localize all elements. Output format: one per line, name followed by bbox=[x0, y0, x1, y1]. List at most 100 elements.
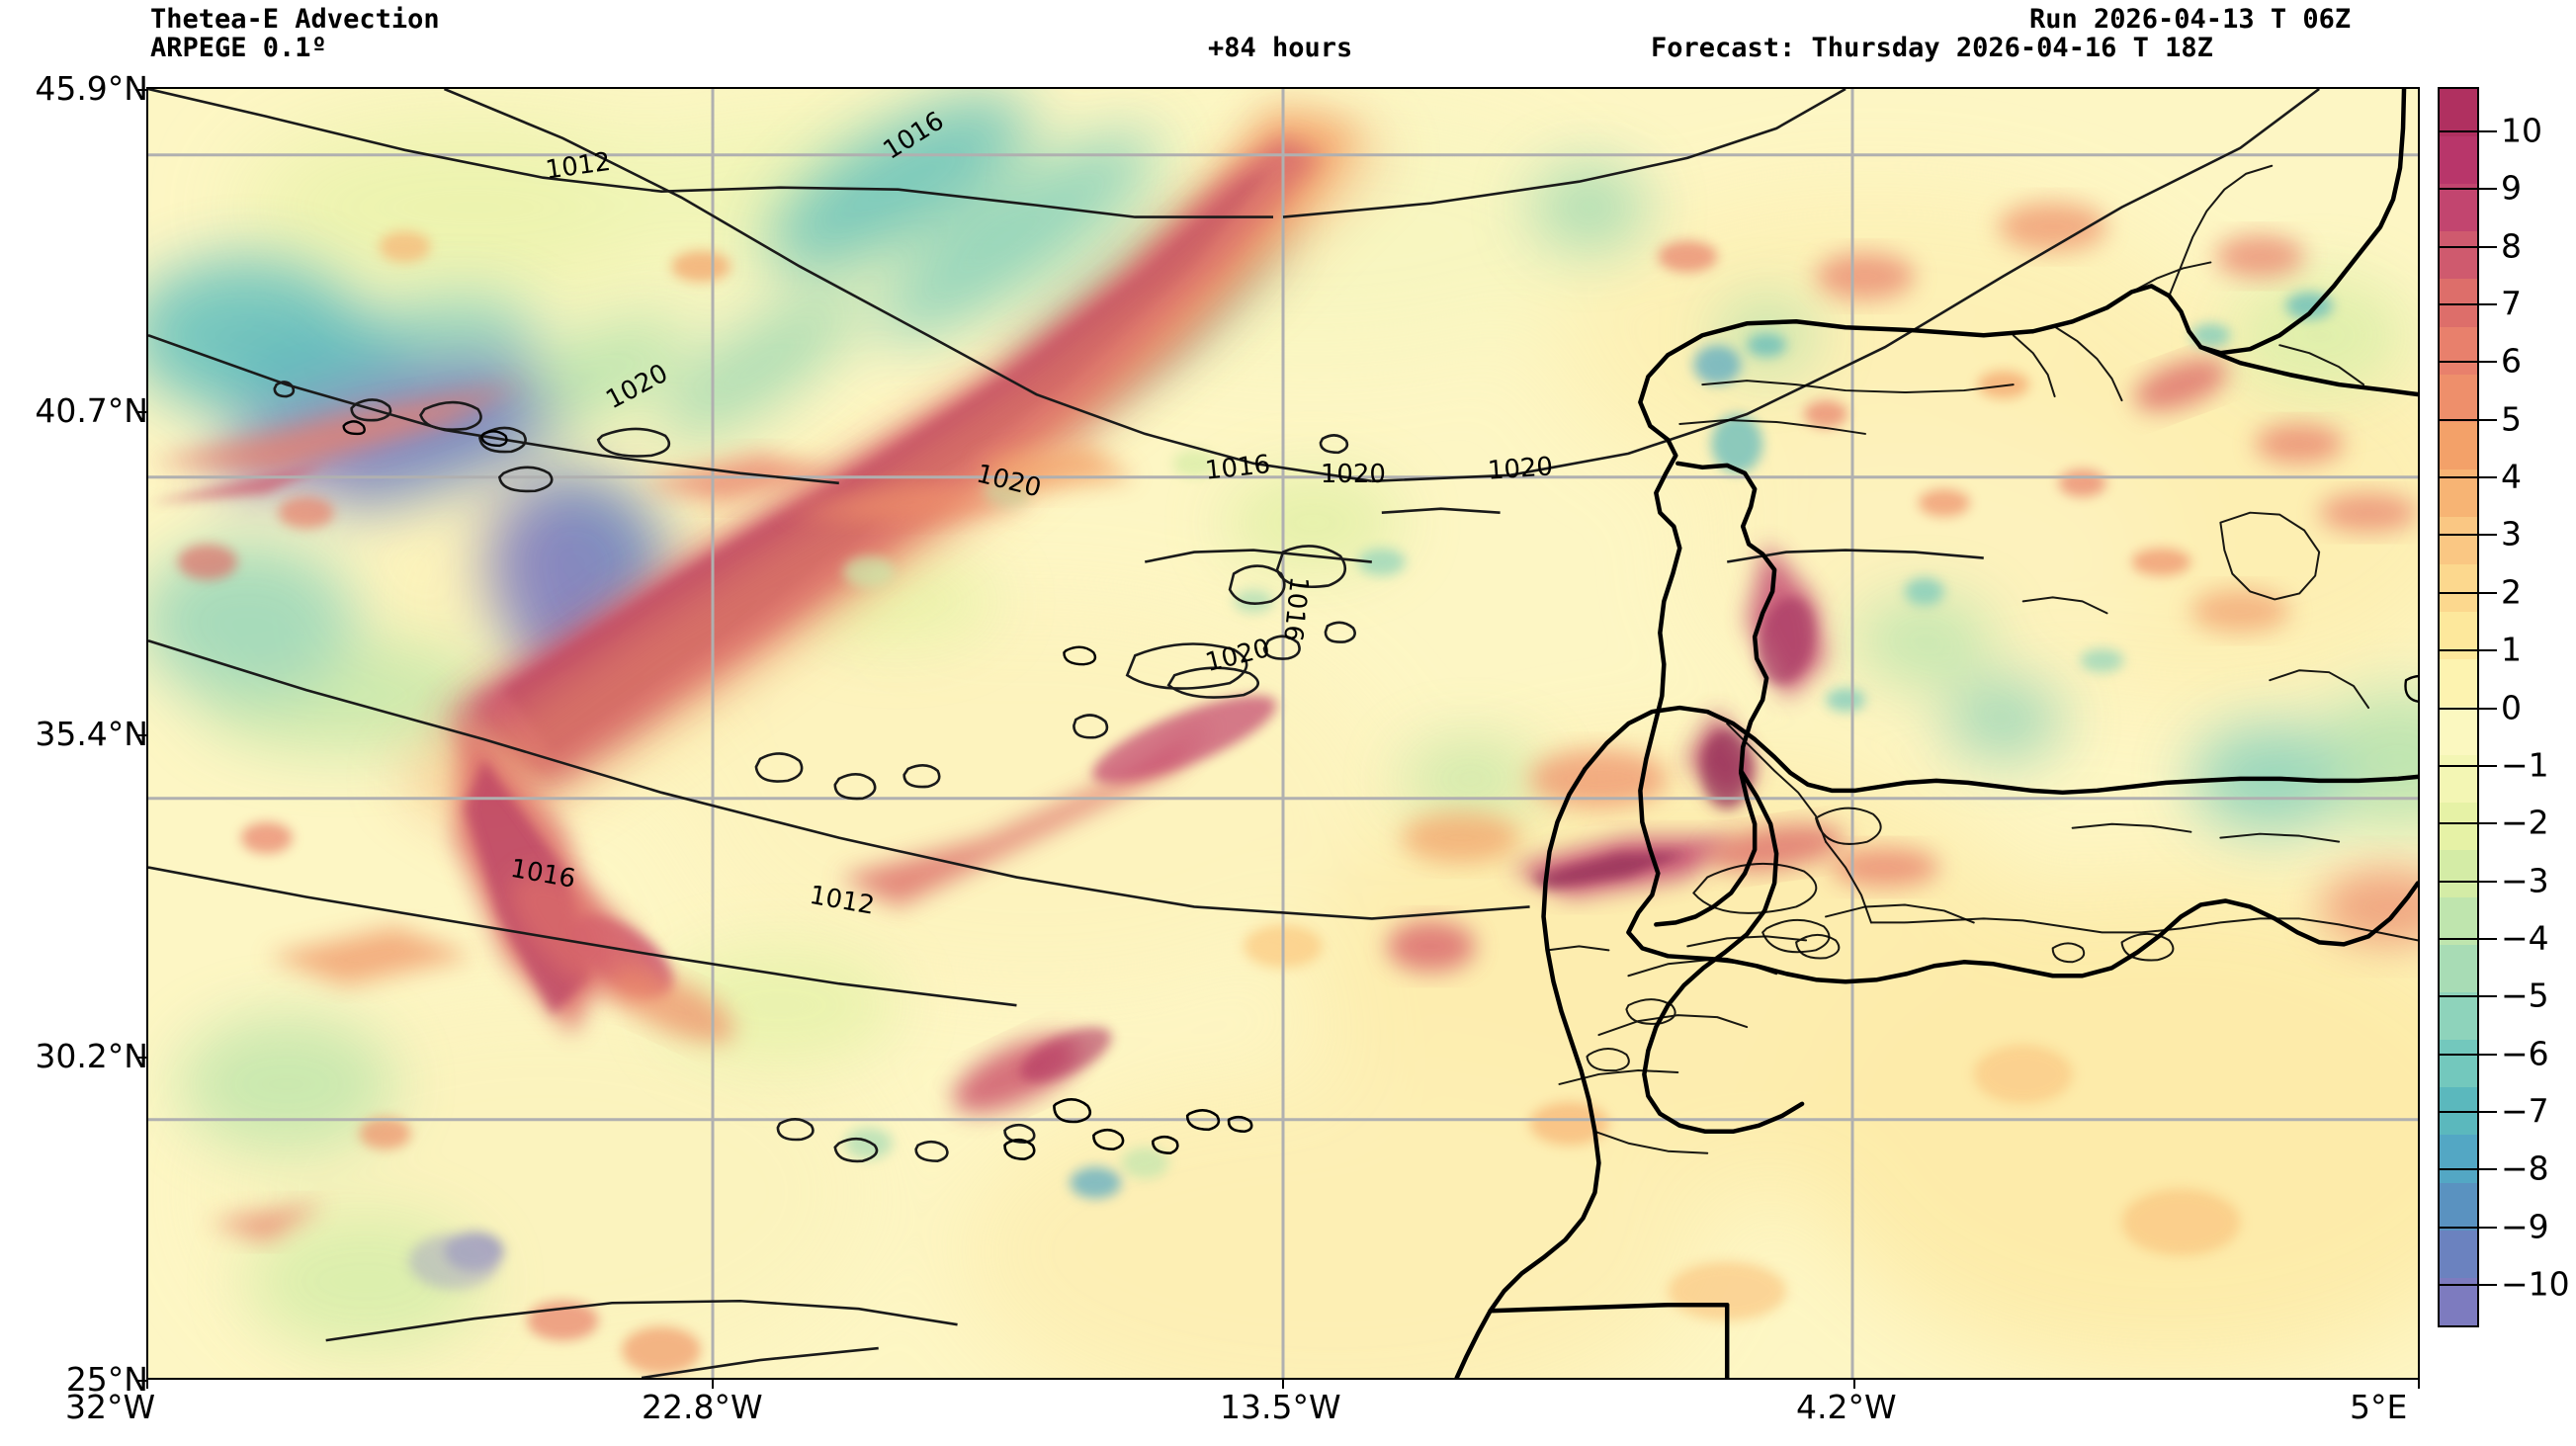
model-label: ARPEGE 0.1º bbox=[150, 33, 327, 63]
colorbar-swatch bbox=[2440, 279, 2477, 327]
colorbar-tick-inner bbox=[2440, 418, 2477, 421]
colorbar-tick-label: −5 bbox=[2501, 976, 2549, 1015]
colorbar-tick-inner bbox=[2440, 591, 2477, 594]
field-cool-regions bbox=[148, 95, 2418, 1351]
x-axis-tick bbox=[1282, 1380, 1284, 1389]
colorbar-tick bbox=[2479, 188, 2497, 191]
y-axis-tick bbox=[137, 411, 146, 413]
colorbar-tick bbox=[2479, 245, 2497, 248]
map-plot-area[interactable]: 1012 1016 1020 1020 1016 1020 1020 1016 … bbox=[146, 87, 2420, 1380]
colorbar-tick-label: −4 bbox=[2501, 918, 2549, 958]
colorbar-swatch bbox=[2440, 849, 2477, 897]
colorbar-swatch bbox=[2440, 326, 2477, 375]
colorbar-tick bbox=[2479, 591, 2497, 594]
advection-field-svg: 1012 1016 1020 1020 1016 1020 1020 1016 … bbox=[148, 89, 2418, 1378]
colorbar-swatch bbox=[2440, 184, 2477, 232]
colorbar-tick bbox=[2479, 1053, 2497, 1056]
colorbar-tick-label: 3 bbox=[2501, 514, 2522, 553]
isobar-label: 1016 bbox=[1277, 575, 1314, 643]
colorbar-tick bbox=[2479, 764, 2497, 767]
x-axis-tick bbox=[146, 1380, 148, 1389]
colorbar-tick-label: 2 bbox=[2501, 572, 2522, 612]
colorbar-tick bbox=[2479, 303, 2497, 306]
colorbar-swatch bbox=[2440, 516, 2477, 565]
colorbar-swatch bbox=[2440, 659, 2477, 708]
colorbar-tick bbox=[2479, 1284, 2497, 1286]
forecast-time-label: Forecast: Thursday 2026-04-16 T 18Z bbox=[1651, 33, 2213, 63]
graticule bbox=[148, 89, 2418, 1378]
y-tick-label-4599: 45.9°N bbox=[35, 69, 148, 108]
colorbar-tick-inner bbox=[2440, 937, 2477, 940]
colorbar-tick-label: −10 bbox=[2501, 1264, 2570, 1304]
colorbar-swatch bbox=[2440, 374, 2477, 422]
colorbar-swatch bbox=[2440, 992, 2477, 1041]
colorbar-tick-label: −7 bbox=[2501, 1091, 2549, 1131]
y-tick-label-4070: 40.7°N bbox=[35, 391, 148, 430]
colorbar-swatch bbox=[2440, 1230, 2477, 1278]
colorbar-swatch bbox=[2440, 1135, 2477, 1183]
colorbar-tick-label: 0 bbox=[2501, 688, 2522, 726]
colorbar-tick-inner bbox=[2440, 245, 2477, 248]
colorbar-tick bbox=[2479, 418, 2497, 421]
chart-header: Thetea-E Advection ARPEGE 0.1º +84 hours… bbox=[0, 0, 2576, 63]
colorbar-tick-inner bbox=[2440, 1053, 2477, 1056]
colorbar-tick-inner bbox=[2440, 534, 2477, 537]
colorbar-tick-inner bbox=[2440, 1284, 2477, 1286]
lead-time-label: +84 hours bbox=[1208, 33, 1353, 63]
colorbar-tick bbox=[2479, 937, 2497, 940]
colorbar-tick-label: −6 bbox=[2501, 1034, 2549, 1073]
colorbar-tick-inner bbox=[2440, 188, 2477, 191]
run-time-label: Run 2026-04-13 T 06Z bbox=[2029, 4, 2352, 35]
colorbar-swatch bbox=[2440, 89, 2477, 137]
colorbar-tick bbox=[2479, 1168, 2497, 1171]
colorbar-swatch bbox=[2440, 421, 2477, 469]
colorbar-tick-inner bbox=[2440, 303, 2477, 306]
colorbar-tick-inner bbox=[2440, 995, 2477, 998]
y-axis-tick bbox=[137, 1057, 146, 1059]
colorbar-tick-label: 9 bbox=[2501, 168, 2522, 208]
colorbar-tick-inner bbox=[2440, 822, 2477, 825]
colorbar-swatch bbox=[2440, 896, 2477, 945]
colorbar-tick-label: −9 bbox=[2501, 1207, 2549, 1246]
colorbar-tick-label: −2 bbox=[2501, 803, 2549, 842]
colorbar-tick-label: 4 bbox=[2501, 457, 2522, 496]
colorbar-tick bbox=[2479, 649, 2497, 652]
colorbar-tick bbox=[2479, 822, 2497, 825]
x-tick-label-42w: 4.2°W bbox=[1796, 1388, 1897, 1426]
colorbar-swatch bbox=[2440, 136, 2477, 185]
x-tick-label-228w: 22.8°W bbox=[642, 1388, 763, 1426]
colorbar-tick-label: 1 bbox=[2501, 630, 2522, 669]
colorbar-tick-label: 5 bbox=[2501, 399, 2522, 439]
x-axis-tick bbox=[1853, 1380, 1855, 1389]
isobar-label: 1020 bbox=[1321, 460, 1386, 489]
colorbar-swatch bbox=[2440, 944, 2477, 993]
y-axis-tick bbox=[137, 89, 146, 91]
colorbar-tick-inner bbox=[2440, 1226, 2477, 1229]
colorbar-tick-inner bbox=[2440, 1110, 2477, 1113]
colorbar-swatch bbox=[2440, 1182, 2477, 1231]
isobar-label: 1016 bbox=[1204, 450, 1272, 486]
page-title: Thetea-E Advection bbox=[150, 4, 440, 35]
colorbar-tick-label: −8 bbox=[2501, 1148, 2549, 1188]
y-tick-label-2500: 25°N bbox=[65, 1360, 148, 1399]
colorbar-tick bbox=[2479, 1110, 2497, 1113]
colorbar-swatch bbox=[2440, 564, 2477, 613]
colorbar-tick-inner bbox=[2440, 649, 2477, 652]
colorbar-swatch bbox=[2440, 707, 2477, 755]
y-axis-tick bbox=[137, 1380, 146, 1382]
isobar-label: 1020 bbox=[1487, 452, 1554, 486]
colorbar-tick-label: −3 bbox=[2501, 861, 2549, 900]
field-texture-cells bbox=[177, 230, 2334, 1375]
colorbar-tick-label: 10 bbox=[2501, 111, 2542, 150]
colorbar-swatch bbox=[2440, 802, 2477, 850]
y-axis-tick bbox=[137, 734, 146, 736]
colorbar-tick-inner bbox=[2440, 880, 2477, 883]
colorbar-tick-inner bbox=[2440, 764, 2477, 767]
colorbar-swatch bbox=[2440, 612, 2477, 660]
isobar-contours bbox=[148, 89, 2320, 1378]
warm-streaks bbox=[454, 202, 2418, 1113]
colorbar-tick-inner bbox=[2440, 476, 2477, 479]
colorbar[interactable] bbox=[2438, 87, 2479, 1327]
colorbar-tick-inner bbox=[2440, 1168, 2477, 1171]
colorbar-tick-label: 6 bbox=[2501, 341, 2522, 381]
